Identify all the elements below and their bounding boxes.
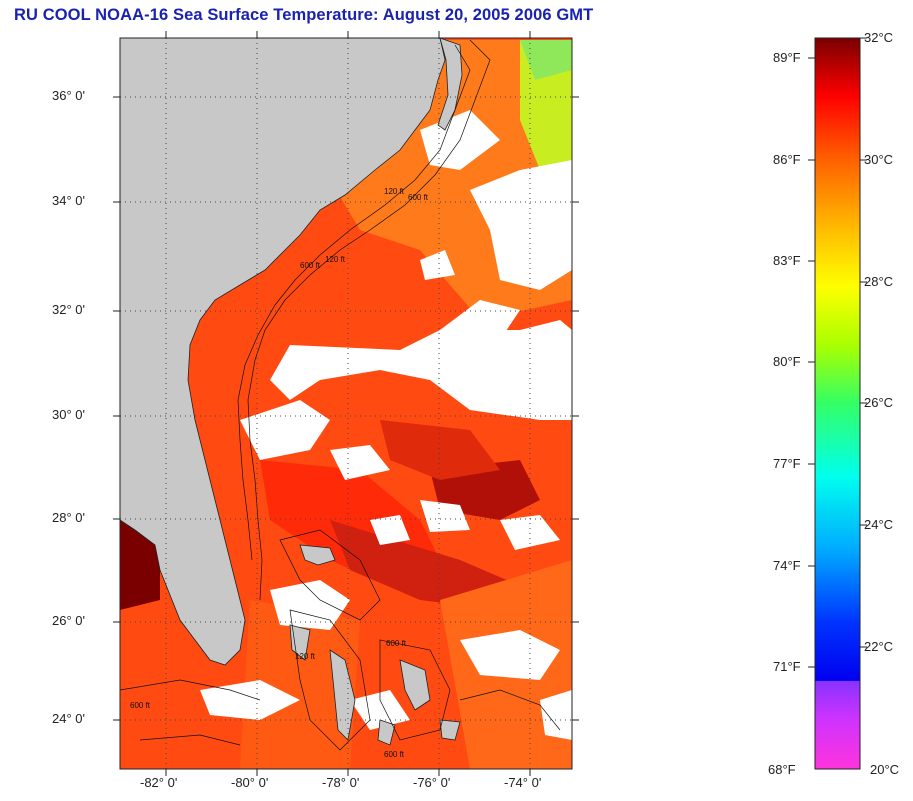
colorbar-celsius-label: 22°C (864, 639, 894, 654)
latitude-label: 32° 0' (52, 302, 85, 317)
longitude-label: -80° 0' (231, 775, 269, 790)
latitude-label: 26° 0' (52, 613, 85, 628)
longitude-label: -78° 0' (322, 775, 360, 790)
colorbar-ticks (808, 37, 867, 668)
colorbar-fahrenheit-label: 86°F (773, 152, 801, 167)
contour-label: 600 ft (386, 639, 407, 648)
sst-cool-area (520, 40, 572, 180)
bathymetry-contours (120, 39, 561, 751)
contour-label: 120 ft (325, 255, 346, 264)
latitude-label: 36° 0' (52, 88, 85, 103)
sst-map: 600 ft 120 ft 600 ft 120 ft 600 ft 120 f… (120, 38, 572, 769)
map-ticks (113, 31, 579, 776)
colorbar-fahrenheit-label: 83°F (773, 253, 801, 268)
colorbar-celsius-label: 28°C (864, 274, 894, 289)
colorbar-celsius-label: 30°C (864, 152, 894, 167)
bahamas-islands (289, 544, 461, 746)
contour-label: 600 ft (300, 261, 321, 270)
colorbar-fahrenheit-label: 80°F (773, 354, 801, 369)
us-mainland (120, 38, 446, 666)
contour-label-group: 600 ft 120 ft 600 ft 120 ft 600 ft 120 f… (130, 187, 429, 759)
contour-label: 600 ft (408, 193, 429, 202)
colorbar-fahrenheit-label: 89°F (773, 50, 801, 65)
colorbar-celsius-label: 32°C (864, 30, 894, 45)
graticule (120, 38, 572, 769)
latitude-label: 28° 0' (52, 510, 85, 525)
colorbar-fahrenheit-label: 68°F (768, 762, 796, 777)
colorbar-celsius-label: 24°C (864, 517, 894, 532)
longitude-label: -74° 0' (504, 775, 542, 790)
contour-label: 600 ft (384, 750, 405, 759)
colorbar-fahrenheit-label: 74°F (773, 558, 801, 573)
colorbar-celsius-label: 26°C (864, 395, 894, 410)
contour-label: 600 ft (130, 701, 151, 710)
latitude-label: 34° 0' (52, 193, 85, 208)
longitude-label: -82° 0' (140, 775, 178, 790)
latitude-label: 24° 0' (52, 711, 85, 726)
contour-label: 120 ft (295, 652, 316, 661)
map-frame (119, 37, 573, 770)
colorbar-fahrenheit-label: 77°F (773, 456, 801, 471)
colorbar-fahrenheit-label: 71°F (773, 659, 801, 674)
map-title: RU COOL NOAA-16 Sea Surface Temperature:… (14, 6, 594, 24)
longitude-label: -76° 0' (413, 775, 451, 790)
contour-label: 120 ft (384, 187, 405, 196)
colorbar-celsius-label: 20°C (870, 762, 900, 777)
temperature-colorbar (814, 37, 861, 770)
latitude-label: 30° 0' (52, 407, 85, 422)
